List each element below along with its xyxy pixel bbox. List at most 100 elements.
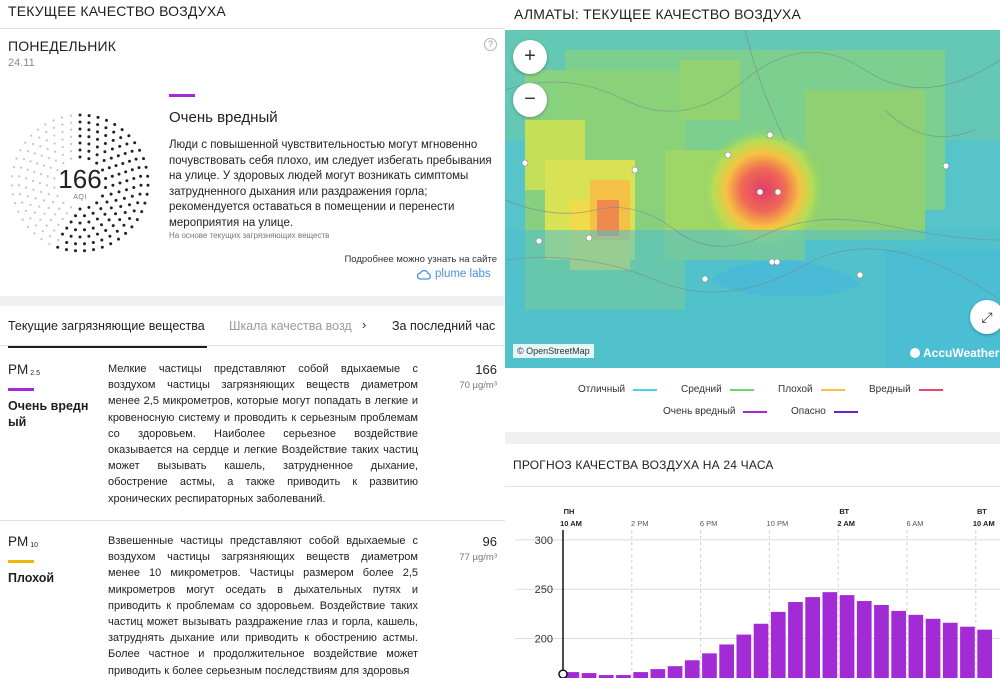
dial-dot: [11, 193, 14, 196]
dial-dot: [18, 175, 21, 178]
dial-dot: [39, 173, 43, 176]
tab-aqi-scale[interactable]: Шкала качества возд: [229, 319, 352, 333]
dial-dot: [45, 224, 48, 227]
dial-dot: [104, 126, 108, 130]
plume-labs-link[interactable]: plume labs: [417, 268, 491, 280]
dial-dot: [32, 142, 35, 146]
dial-dot: [65, 241, 69, 244]
chevron-right-icon[interactable]: ›: [362, 317, 367, 332]
air-quality-map[interactable]: + − ⤢ © OpenStreetMap AccuWeather: [505, 30, 1000, 368]
forecast-bar[interactable]: [805, 597, 820, 678]
pollutant-value: 166: [475, 362, 497, 377]
forecast-bar[interactable]: [874, 604, 889, 678]
forecast-bar[interactable]: [702, 653, 717, 678]
dial-dot: [33, 152, 36, 155]
dial-dot: [49, 235, 52, 238]
dial-dot: [70, 206, 73, 209]
dial-dot: [100, 238, 104, 242]
forecast-bar[interactable]: [856, 601, 872, 678]
forecast-bar[interactable]: [564, 672, 580, 678]
dial-dot: [101, 168, 104, 172]
zoom-in-button[interactable]: +: [513, 40, 547, 74]
forecast-chart[interactable]: 200 250 300 ПН 10 AM 2 PM 6 PM 10 PM ВТ 2 AM 6 AM В…: [505, 500, 1000, 678]
dial-dot: [109, 242, 113, 246]
dial-dot: [107, 218, 111, 222]
dial-dot: [33, 232, 36, 235]
dial-dot: [42, 199, 46, 202]
forecast-bar[interactable]: [719, 644, 734, 678]
dial-dot: [74, 242, 77, 246]
dial-dot: [137, 166, 141, 170]
map-attribution-link[interactable]: © OpenStreetMap: [513, 344, 594, 358]
forecast-bar[interactable]: [616, 675, 631, 678]
dial-dot: [61, 138, 64, 141]
dial-dot: [47, 206, 50, 209]
dial-dot: [128, 203, 131, 207]
forecast-bar[interactable]: [942, 622, 958, 678]
dial-dot: [132, 209, 136, 213]
dial-dot: [87, 205, 91, 209]
zoom-out-button[interactable]: −: [513, 83, 547, 117]
dial-dot: [100, 245, 104, 249]
forecast-bar[interactable]: [684, 660, 700, 678]
forecast-bar[interactable]: [839, 595, 855, 678]
dial-dot: [117, 190, 121, 194]
forecast-bar[interactable]: [977, 629, 992, 678]
tab-current-pollutants[interactable]: Текущие загрязняющие вещества: [8, 319, 207, 348]
dial-dot: [109, 206, 113, 210]
forecast-bar[interactable]: [633, 672, 648, 678]
dial-dot: [109, 156, 113, 160]
dial-dot: [138, 192, 142, 196]
plume-labs-logo: plume labs: [435, 268, 491, 280]
dial-dot: [115, 229, 119, 233]
forecast-bar[interactable]: [960, 626, 975, 678]
pollutant-category: Очень вредн ый: [8, 399, 89, 429]
dial-dot: [15, 157, 18, 160]
dial-dot: [112, 130, 116, 134]
divider: [505, 486, 1000, 487]
forecast-bar[interactable]: [822, 592, 838, 678]
forecast-bar[interactable]: [908, 614, 924, 678]
x-tick-label: 2 AM: [837, 519, 855, 528]
dial-dot: [42, 164, 46, 167]
current-value-marker: [558, 669, 568, 678]
dial-dot: [61, 130, 64, 133]
forecast-bar[interactable]: [753, 623, 769, 678]
forecast-bar[interactable]: [598, 675, 614, 678]
dial-dot: [61, 145, 64, 149]
dial-dot: [53, 229, 56, 232]
forecast-bar[interactable]: [667, 666, 683, 678]
forecast-bar[interactable]: [925, 618, 941, 678]
forecast-bar[interactable]: [736, 634, 752, 678]
forecast-bar[interactable]: [581, 673, 597, 678]
forecast-bar[interactable]: [650, 669, 666, 678]
forecast-bar[interactable]: [891, 610, 906, 678]
dial-dot: [24, 141, 27, 144]
legend-swatch: [633, 388, 658, 391]
pollutant-unit: 70 µg/m³: [459, 380, 497, 391]
dial-dot: [47, 193, 51, 196]
tab-last-hour[interactable]: За последний час: [392, 319, 496, 333]
dial-dot: [91, 211, 95, 215]
x-day-label: ВТ: [839, 507, 849, 516]
dial-dot: [60, 116, 64, 119]
legend-label: Отличный: [578, 384, 626, 395]
forecast-bar[interactable]: [788, 602, 803, 678]
heatmap-layer: [505, 30, 1000, 368]
pollutant-name: PM 10: [8, 534, 38, 549]
forecast-bar[interactable]: [770, 611, 786, 678]
dial-dot: [24, 209, 27, 212]
legend-label: Очень вредный: [663, 406, 736, 417]
x-tick-label: 10 AM: [973, 519, 995, 528]
dial-dot: [70, 142, 73, 146]
legend-label: Вредный: [869, 384, 911, 395]
dial-dot: [87, 142, 91, 146]
y-tick-label: 200: [535, 634, 553, 646]
dial-dot: [105, 118, 108, 122]
dial-dot: [117, 172, 121, 176]
dial-dot: [56, 194, 59, 198]
legend-swatch: [729, 388, 754, 391]
dial-dot: [138, 148, 142, 152]
fullscreen-button[interactable]: ⤢: [970, 300, 1000, 334]
help-icon[interactable]: ?: [484, 38, 497, 51]
